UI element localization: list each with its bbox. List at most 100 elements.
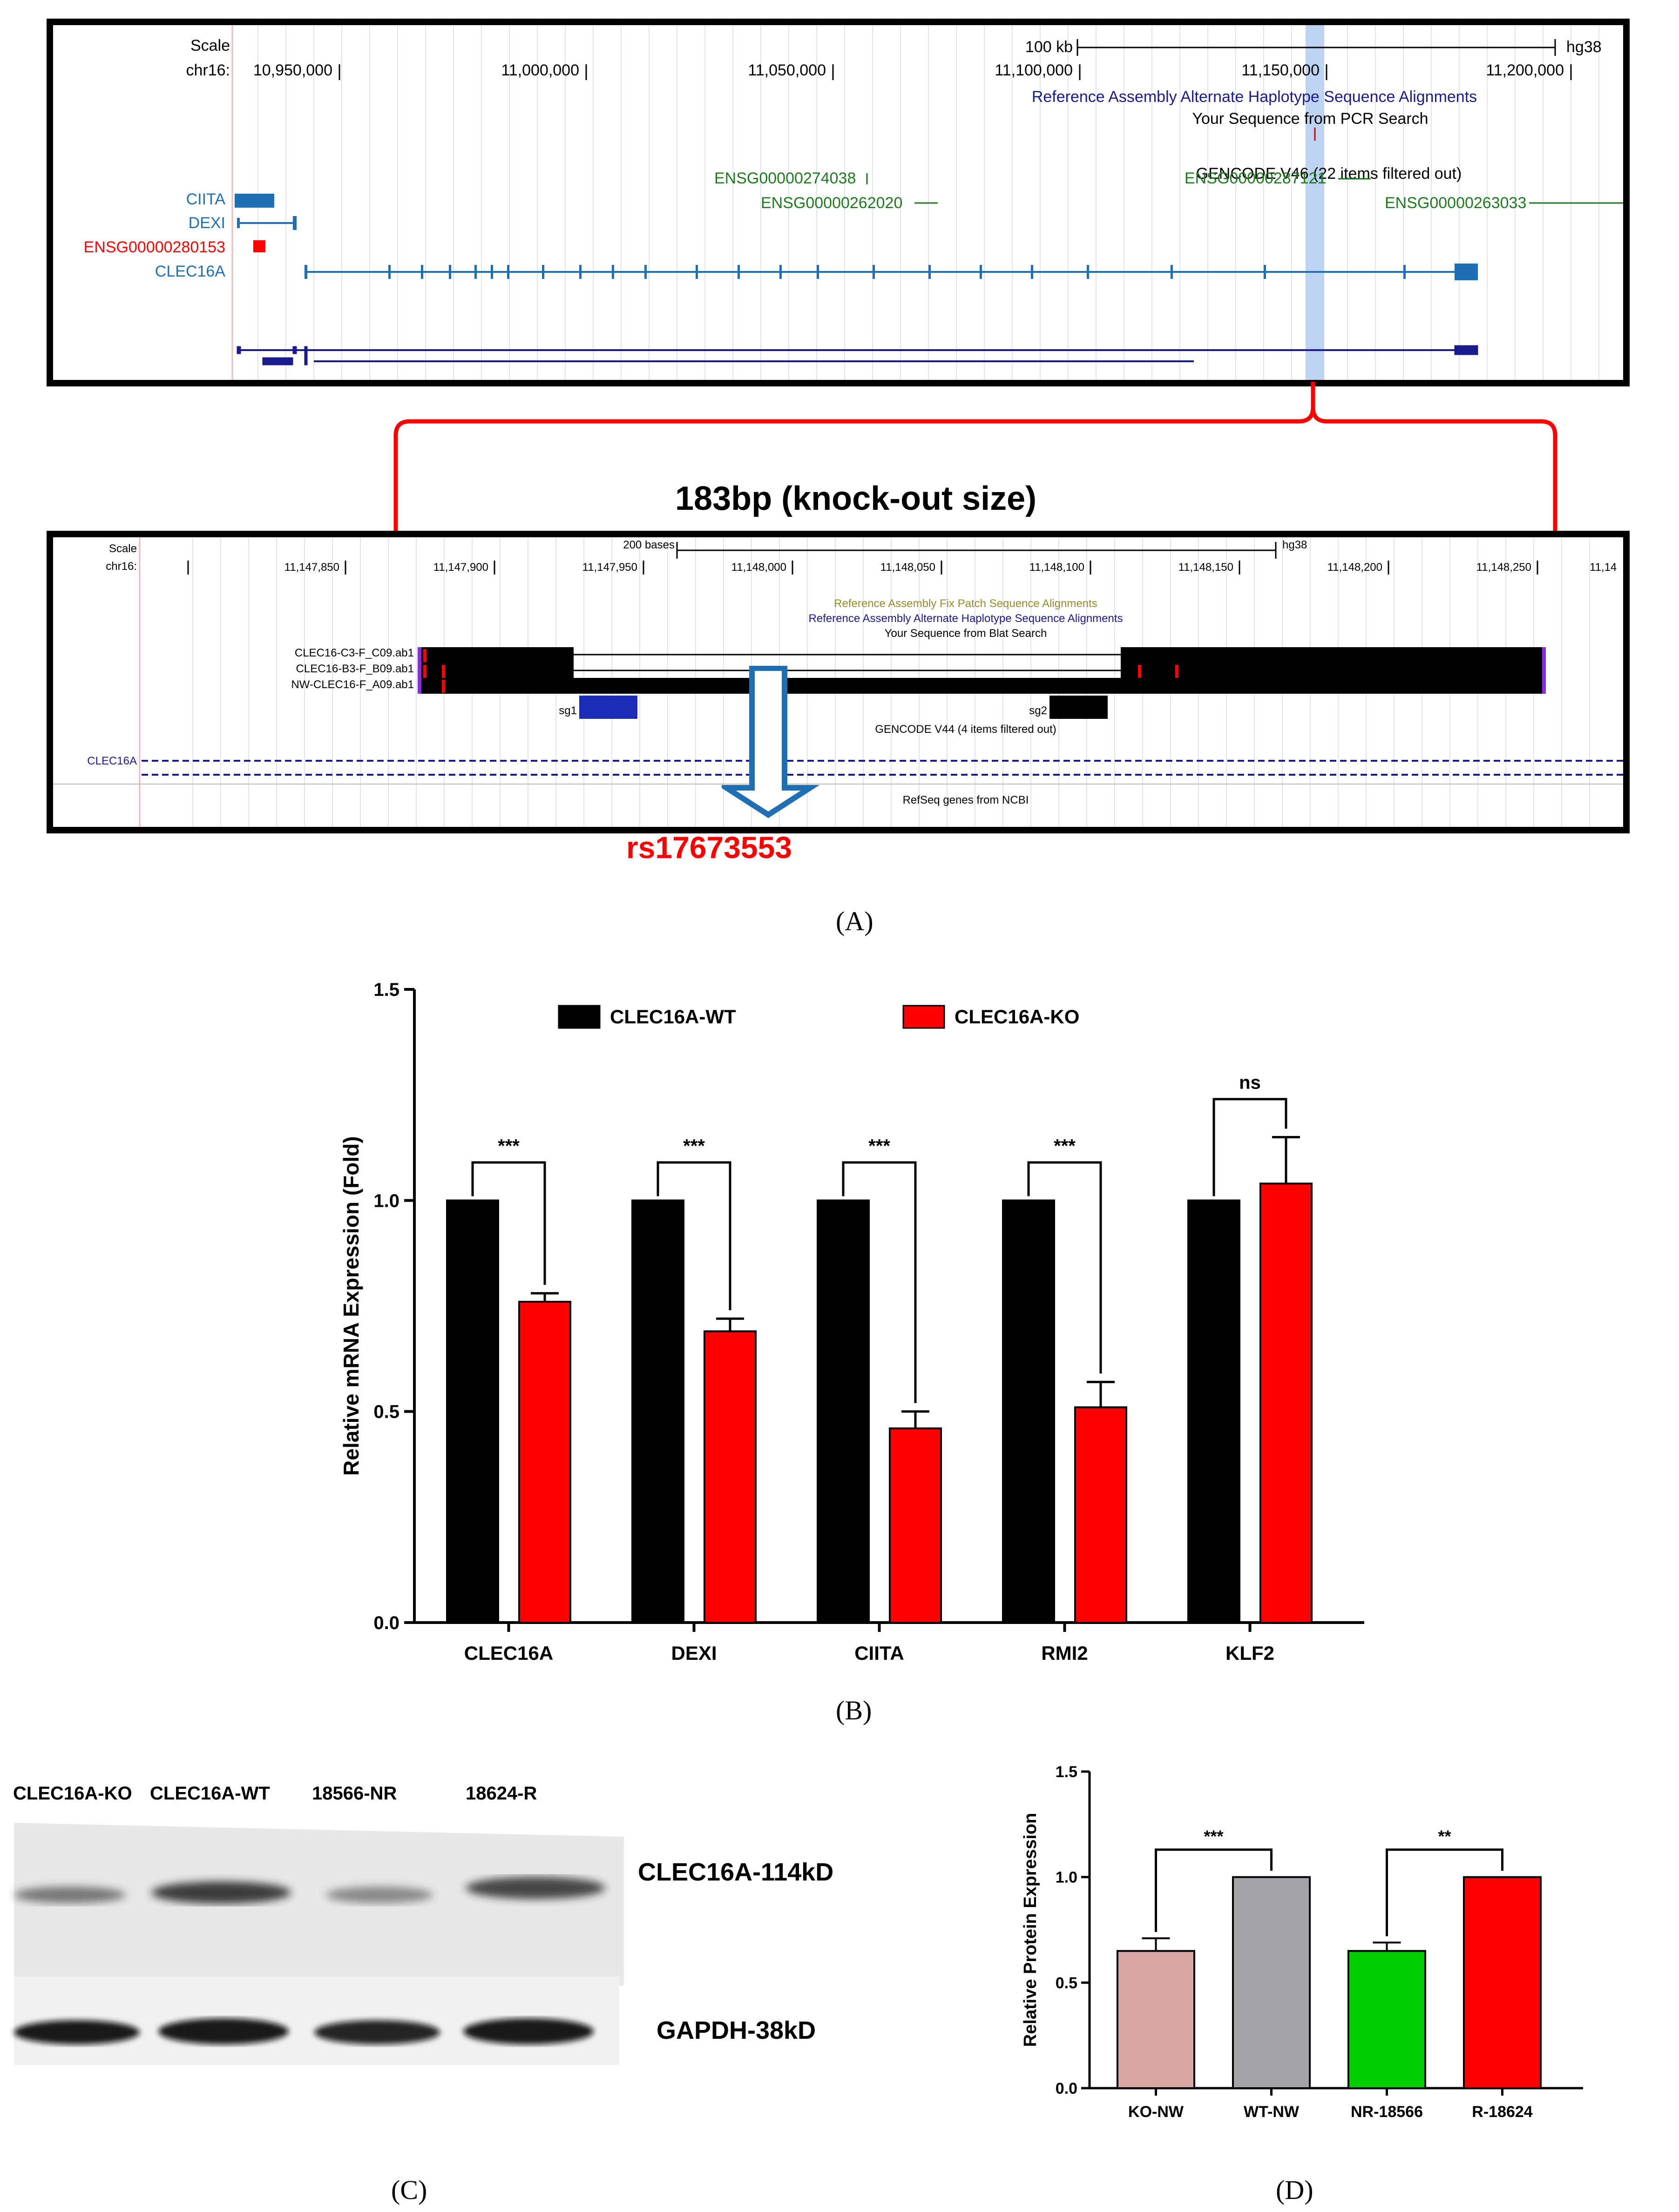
browser2-tick-label: 11,148,050 (880, 561, 935, 574)
x-tick-label: CIITA (854, 1642, 904, 1664)
browser1-track-pcr: Your Sequence from PCR Search (1192, 110, 1428, 128)
browser2-track-gencode: GENCODE V44 (4 items filtered out) (875, 723, 1056, 736)
blat-read-label: CLEC16-B3-F_B09.ab1 (296, 663, 414, 675)
browser2-label-column (53, 537, 140, 827)
snp-arrow (722, 666, 820, 819)
gene-label-dexi: DEXI (189, 214, 225, 232)
western-blot (14, 1823, 624, 2065)
clec16a-bands (14, 1877, 605, 1904)
browser1-grid (146, 25, 1599, 380)
browser2-track-refseq: RefSeq genes from NCBI (903, 794, 1029, 806)
genome-browser-zoom-svg: Scale chr16: 200 bases hg38 11,147,850 1… (53, 537, 1623, 827)
panel-label-d: (D) (1276, 2175, 1313, 2205)
x-tick-label: KLF2 (1225, 1642, 1274, 1664)
browser2-tick-label: 11,148,150 (1178, 561, 1233, 574)
bar (631, 1199, 684, 1623)
significance-label: *** (868, 1136, 890, 1157)
y-axis-label: Relative Protein Expression (1021, 1813, 1040, 2047)
blat-read-label: NW-CLEC16-F_A09.ab1 (291, 678, 414, 691)
bar (446, 1199, 499, 1623)
blot-band (326, 1887, 433, 1903)
browser2-track-fix-patch: Reference Assembly Fix Patch Sequence Al… (834, 597, 1097, 610)
significance-bracket (1155, 1848, 1273, 1932)
browser2-chrom-label: chr16: (106, 560, 137, 573)
gapdh-bands (14, 2018, 594, 2044)
sg2-label: sg2 (1029, 704, 1047, 717)
browser1-scale-label: Scale (190, 37, 230, 54)
browser1-highlight (1306, 25, 1324, 380)
legend-swatch (558, 1005, 601, 1029)
panel-label-a: (A) (836, 906, 873, 936)
browser1-label-column (53, 25, 232, 380)
blat-alignments (418, 647, 1546, 694)
gene-ciita (235, 194, 274, 208)
band-label-clec16a: CLEC16A-114kD (638, 1858, 834, 1886)
y-tick-label: 1.5 (1056, 1763, 1077, 1781)
bar (1117, 1950, 1195, 2089)
significance-bracket (1027, 1161, 1102, 1374)
snp-label: rs17673553 (626, 830, 792, 865)
gene-label-ensg263033: ENSG00000263033 (1385, 194, 1526, 212)
y-tick-label: 1.5 (373, 980, 399, 1000)
y-axis-label: Relative mRNA Expression (Fold) (339, 1136, 363, 1475)
browser2-tick-label: 11,148,000 (731, 561, 786, 574)
gene-label-ensg262020: ENSG00000262020 (761, 194, 902, 212)
browser1-transcripts (237, 345, 1478, 365)
bar (1002, 1199, 1055, 1623)
browser1-tick-label: 11,050,000 (748, 61, 826, 79)
browser1-tick-label: 11,000,000 (501, 61, 579, 79)
lane-label: 18624-R (466, 1783, 537, 1804)
blat-read-label: CLEC16-C3-F_C09.ab1 (295, 647, 414, 659)
significance-bracket (1212, 1098, 1287, 1197)
lane-label: CLEC16A-KO (13, 1783, 132, 1804)
x-tick-label: CLEC16A (464, 1642, 553, 1664)
bar (1347, 1950, 1426, 2089)
knockout-size-label: 183bp (knock-out size) (675, 480, 1037, 517)
gene-label-ensg287121: ENSG00000287121 (1185, 169, 1326, 187)
browser2-tick-label: 11,147,900 (433, 561, 488, 574)
blot-band (14, 2020, 140, 2044)
blot-band (463, 2018, 594, 2044)
browser2-tick-label: 11,147,850 (284, 561, 339, 574)
browser1-tick-label: 11,150,000 (1241, 61, 1320, 79)
blot-band (14, 1887, 126, 1903)
browser2-scale-bar-label: 200 bases (623, 539, 675, 551)
browser2-tick-label: 11,148,250 (1476, 561, 1531, 574)
bar (817, 1199, 870, 1623)
x-tick-label: WT-NW (1244, 2103, 1300, 2121)
browser2-tick-label: 11,148,100 (1029, 561, 1084, 574)
y-tick-label: 0.5 (1056, 1974, 1077, 1992)
bar (1463, 1876, 1542, 2089)
legend-label: CLEC16A-KO (955, 1006, 1079, 1028)
y-tick-label: 0.0 (373, 1613, 399, 1633)
genome-browser-top-svg: Scale chr16: 100 kb hg38 10,950,000 11,0… (53, 25, 1623, 380)
bar (704, 1330, 757, 1623)
genome-browser-top: Scale chr16: 100 kb hg38 10,950,000 11,0… (47, 19, 1630, 386)
y-tick-label: 0.0 (1056, 2080, 1077, 2097)
lane-label: 18566-NR (312, 1783, 397, 1804)
significance-label: *** (683, 1136, 705, 1157)
gene-label-clec16a: CLEC16A (155, 263, 226, 280)
protein-expression-chart: 0.0 0.5 1.0 1.5 Relative Protein Expression K… (1021, 1763, 1583, 2121)
x-tick-label: R-18624 (1472, 2103, 1533, 2121)
blot-band (466, 1877, 605, 1899)
blot-band (158, 2018, 289, 2044)
browser2-scale-label: Scale (109, 542, 137, 555)
bar (1259, 1183, 1313, 1624)
browser1-scale-bar-label: 100 kb (1025, 38, 1073, 56)
sg2-bar (1049, 696, 1108, 719)
browser2-track-alt-haplotype: Reference Assembly Alternate Haplotype S… (808, 612, 1123, 625)
browser2-gene-label: CLEC16A (87, 755, 137, 767)
gene-label-ensg274038: ENSG00000274038 (714, 169, 856, 187)
legend-label: CLEC16A-WT (610, 1006, 736, 1028)
significance-bracket (657, 1161, 731, 1311)
knockout-bracket (393, 382, 1557, 535)
bar (1187, 1199, 1240, 1623)
bar (1232, 1876, 1311, 2089)
browser2-tick-label: 11,14 (1590, 561, 1617, 574)
mrna-expression-chart: 0.0 0.5 1.0 1.5 Relative mRNA Expression (Fo… (339, 980, 1364, 1664)
gene-label-ciita: CIITA (186, 190, 226, 208)
x-tick-label: RMI2 (1041, 1642, 1088, 1664)
panel-label-b: (B) (836, 1695, 872, 1725)
browser1-assembly: hg38 (1566, 38, 1602, 56)
